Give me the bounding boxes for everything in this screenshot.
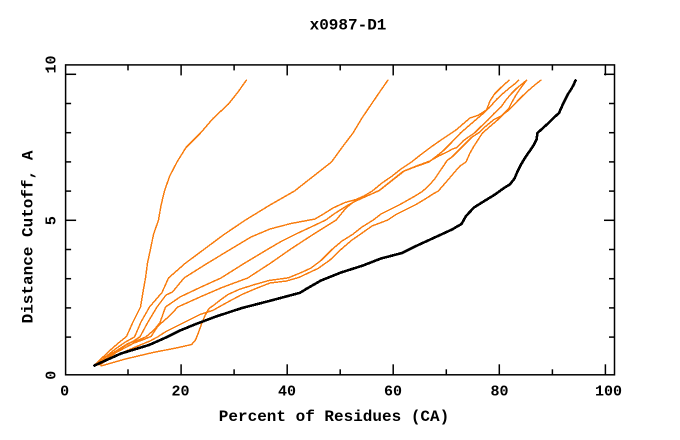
svg-text:10: 10 (43, 55, 60, 73)
svg-text:Percent of Residues (CA): Percent of Residues (CA) (219, 408, 449, 426)
svg-text:20: 20 (171, 383, 189, 400)
svg-text:40: 40 (278, 383, 296, 400)
svg-text:60: 60 (384, 383, 402, 400)
svg-text:Distance Cutoff, A: Distance Cutoff, A (20, 150, 38, 323)
svg-text:5: 5 (43, 216, 60, 225)
svg-text:0: 0 (60, 383, 69, 400)
svg-text:100: 100 (595, 383, 622, 400)
svg-text:0: 0 (43, 371, 60, 380)
svg-text:80: 80 (490, 383, 508, 400)
svg-text:x0987-D1: x0987-D1 (310, 17, 387, 35)
